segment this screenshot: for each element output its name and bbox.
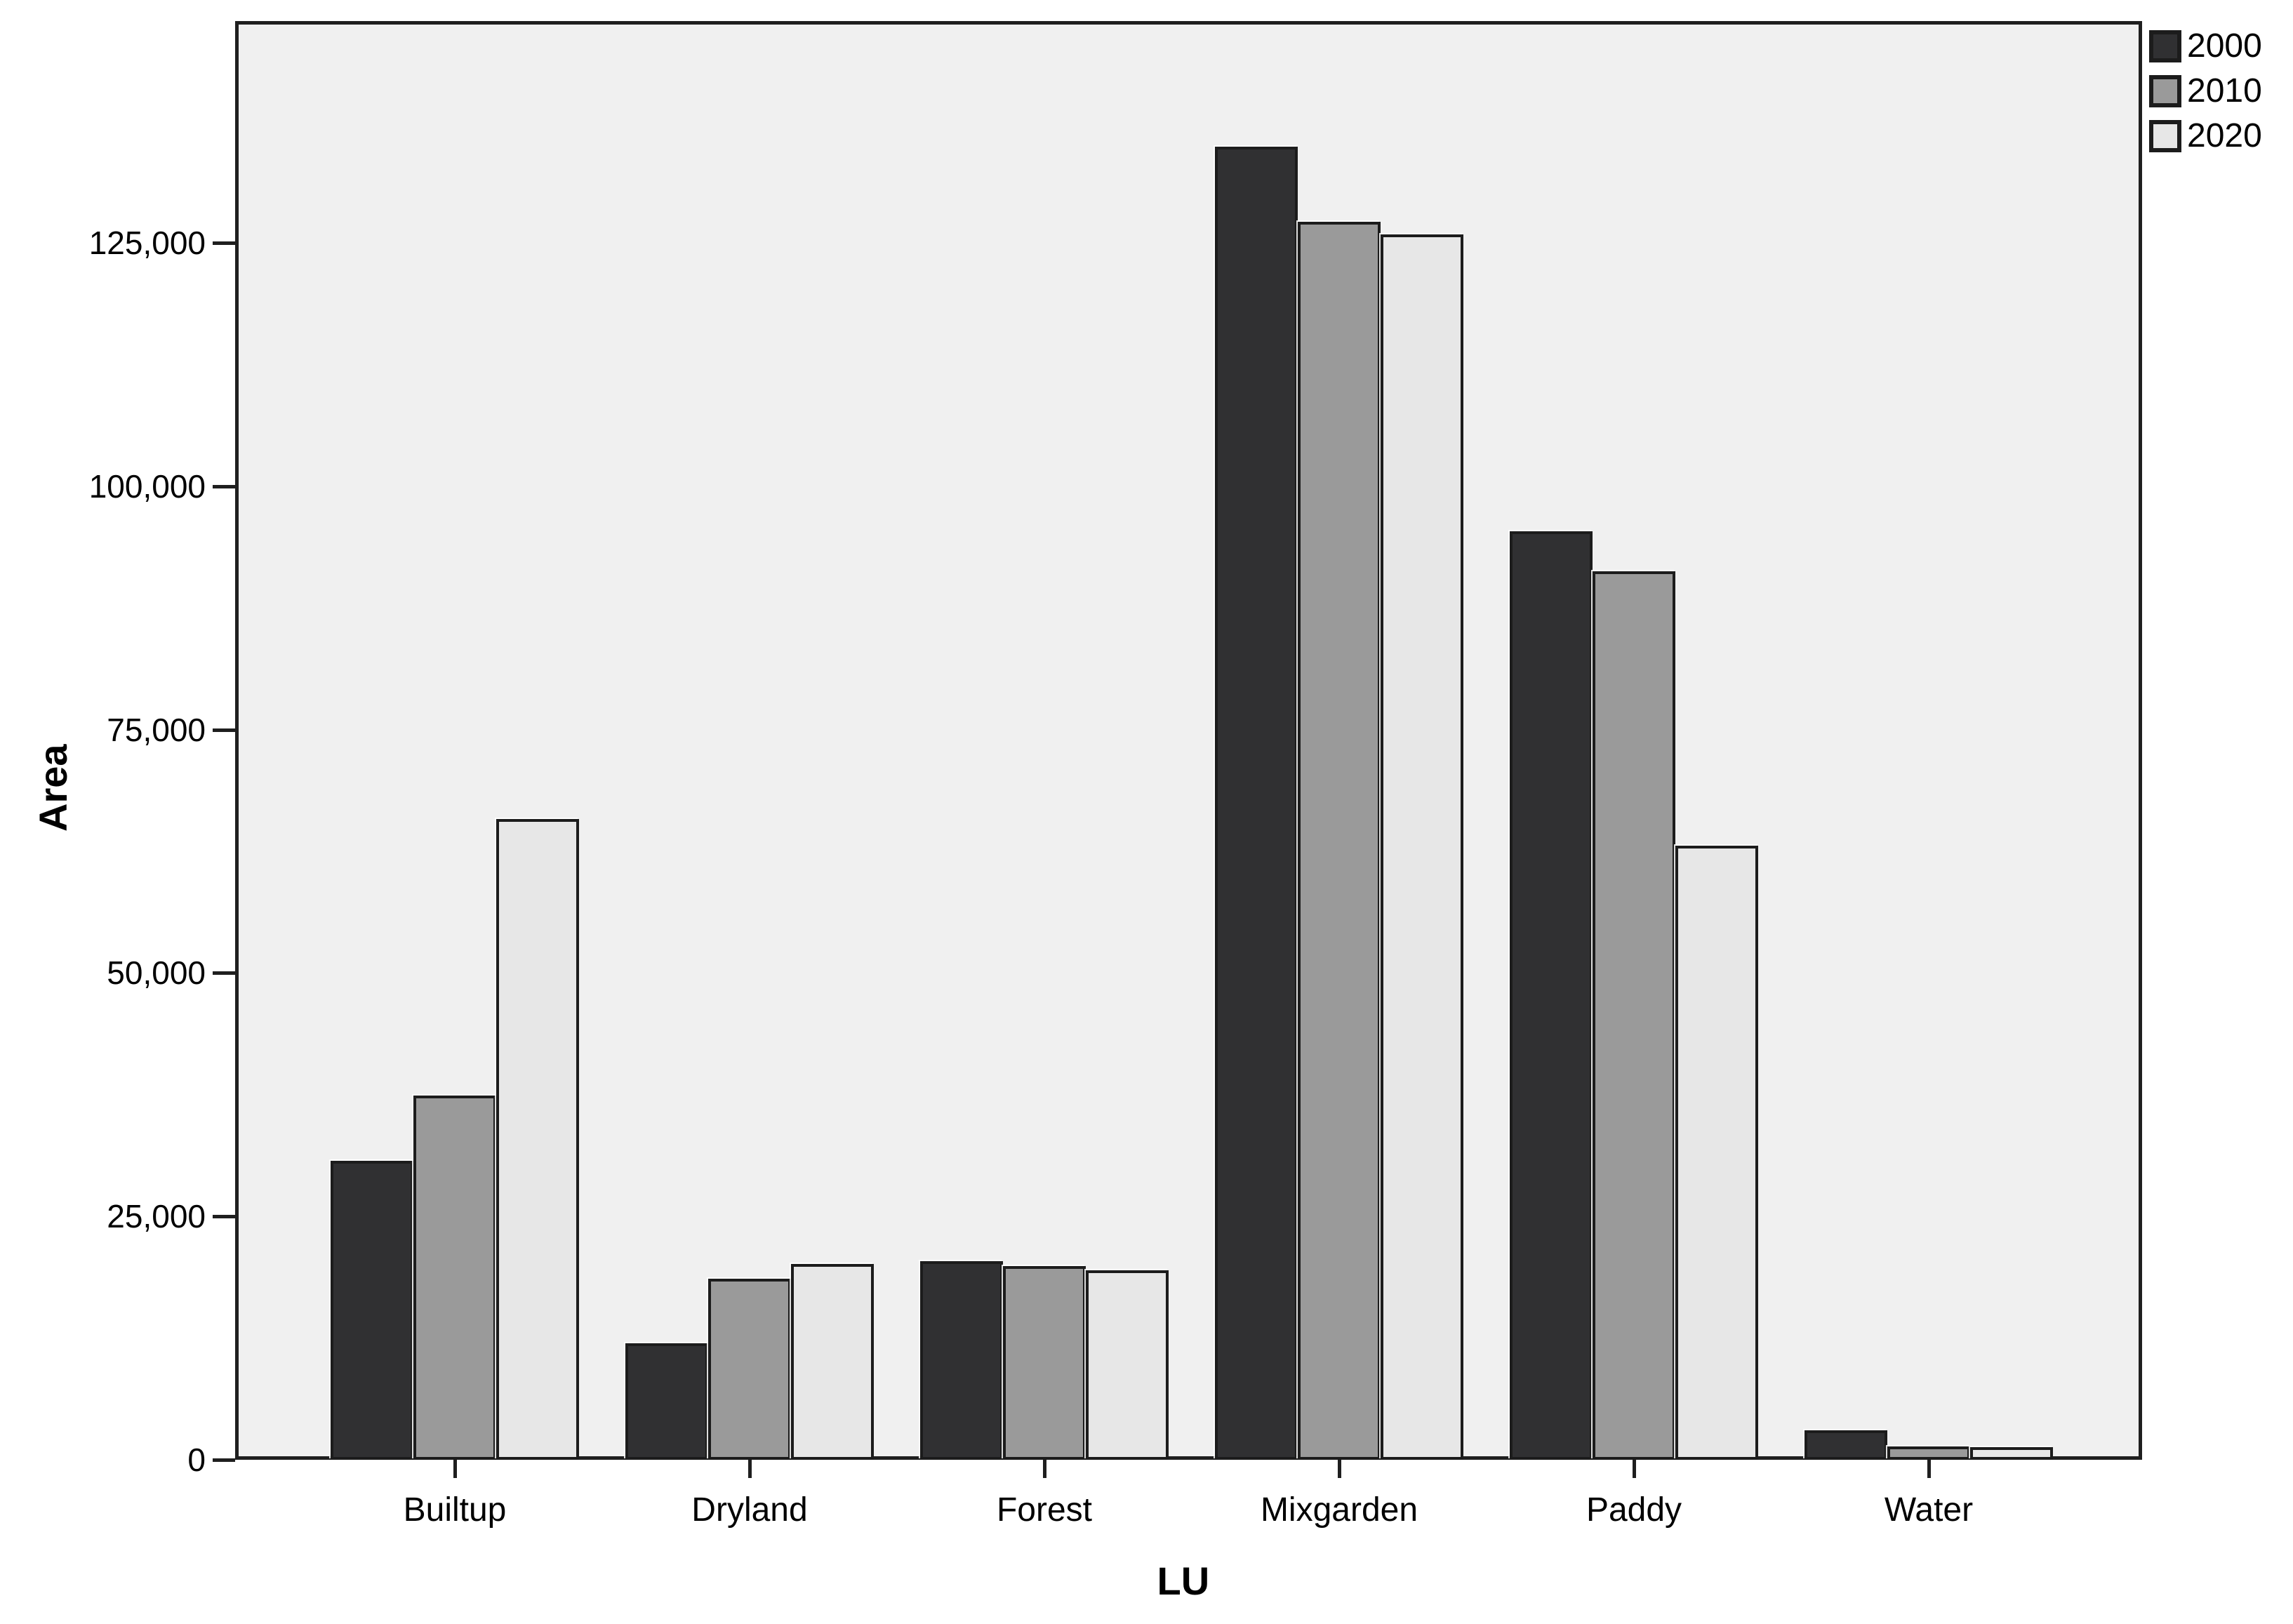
bar-mixgarden-2000: [1215, 146, 1298, 1460]
y-axis-tick: [213, 1215, 235, 1219]
y-tick-label: 125,000: [88, 225, 206, 262]
bar-paddy-2010: [1593, 571, 1675, 1460]
bar-dryland-2010: [708, 1279, 791, 1460]
bar-water-2010: [1887, 1446, 1970, 1460]
y-axis-tick: [213, 1458, 235, 1462]
bar-water-2020: [1970, 1446, 2053, 1460]
bar-paddy-2020: [1675, 845, 1758, 1460]
legend-item-2020: 2020: [2149, 119, 2262, 153]
bar-forest-2010: [1003, 1265, 1086, 1460]
y-tick-label: 50,000: [107, 954, 206, 992]
x-axis-tick: [1338, 1460, 1341, 1478]
legend-label: 2010: [2187, 72, 2262, 109]
bar-forest-2020: [1086, 1270, 1169, 1460]
x-category-label: Mixgarden: [1260, 1491, 1418, 1529]
x-axis-tick: [748, 1460, 752, 1478]
x-axis-title: LU: [1157, 1559, 1210, 1603]
x-axis-tick: [1043, 1460, 1046, 1478]
y-tick-label: 0: [187, 1442, 206, 1478]
x-category-label: Forest: [996, 1491, 1093, 1529]
legend-label: 2020: [2187, 117, 2262, 154]
x-axis-tick: [1927, 1460, 1931, 1478]
legend-label: 2000: [2187, 27, 2262, 65]
legend-swatch-icon: [2149, 30, 2181, 62]
bar-paddy-2000: [1510, 531, 1593, 1460]
bar-builtup-2020: [496, 819, 579, 1460]
y-axis-tick: [213, 971, 235, 976]
bar-mixgarden-2010: [1298, 221, 1381, 1460]
legend-swatch-icon: [2149, 75, 2181, 107]
y-tick-label: 100,000: [88, 467, 206, 505]
bar-builtup-2010: [413, 1096, 496, 1460]
x-category-label: Builtup: [403, 1491, 507, 1529]
y-axis-tick: [213, 484, 235, 488]
bar-dryland-2020: [791, 1264, 874, 1460]
legend-swatch-icon: [2149, 120, 2181, 152]
legend: 2000 2010 2020: [2149, 29, 2262, 153]
x-category-label: Water: [1884, 1491, 1974, 1529]
y-tick-label: 75,000: [107, 711, 206, 748]
y-axis-tick: [213, 241, 235, 246]
bar-builtup-2000: [331, 1161, 413, 1460]
y-axis-tick: [213, 728, 235, 732]
x-axis-tick: [453, 1460, 457, 1478]
bar-dryland-2000: [625, 1343, 708, 1460]
bar-water-2000: [1805, 1430, 1887, 1460]
y-tick-label: 25,000: [107, 1198, 206, 1235]
bar-mixgarden-2020: [1381, 234, 1463, 1460]
x-category-label: Paddy: [1586, 1491, 1682, 1529]
legend-item-2000: 2000: [2149, 29, 2262, 63]
bar-forest-2000: [920, 1261, 1003, 1460]
x-axis-tick: [1633, 1460, 1636, 1478]
legend-item-2010: 2010: [2149, 74, 2262, 108]
x-category-label: Dryland: [691, 1491, 808, 1529]
y-axis-title: Area: [31, 744, 75, 832]
